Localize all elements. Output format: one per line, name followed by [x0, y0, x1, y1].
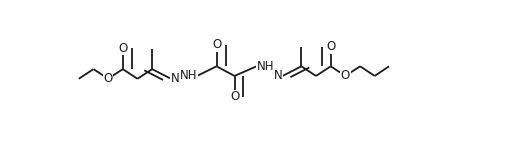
Text: N: N — [274, 69, 282, 82]
Text: NH: NH — [257, 60, 274, 73]
Text: O: O — [341, 69, 350, 82]
Text: O: O — [118, 42, 127, 55]
Text: O: O — [326, 40, 336, 53]
Text: O: O — [230, 90, 239, 103]
Text: N: N — [171, 72, 180, 85]
Text: NH: NH — [179, 69, 197, 82]
Text: O: O — [104, 72, 113, 85]
Text: O: O — [212, 38, 221, 51]
